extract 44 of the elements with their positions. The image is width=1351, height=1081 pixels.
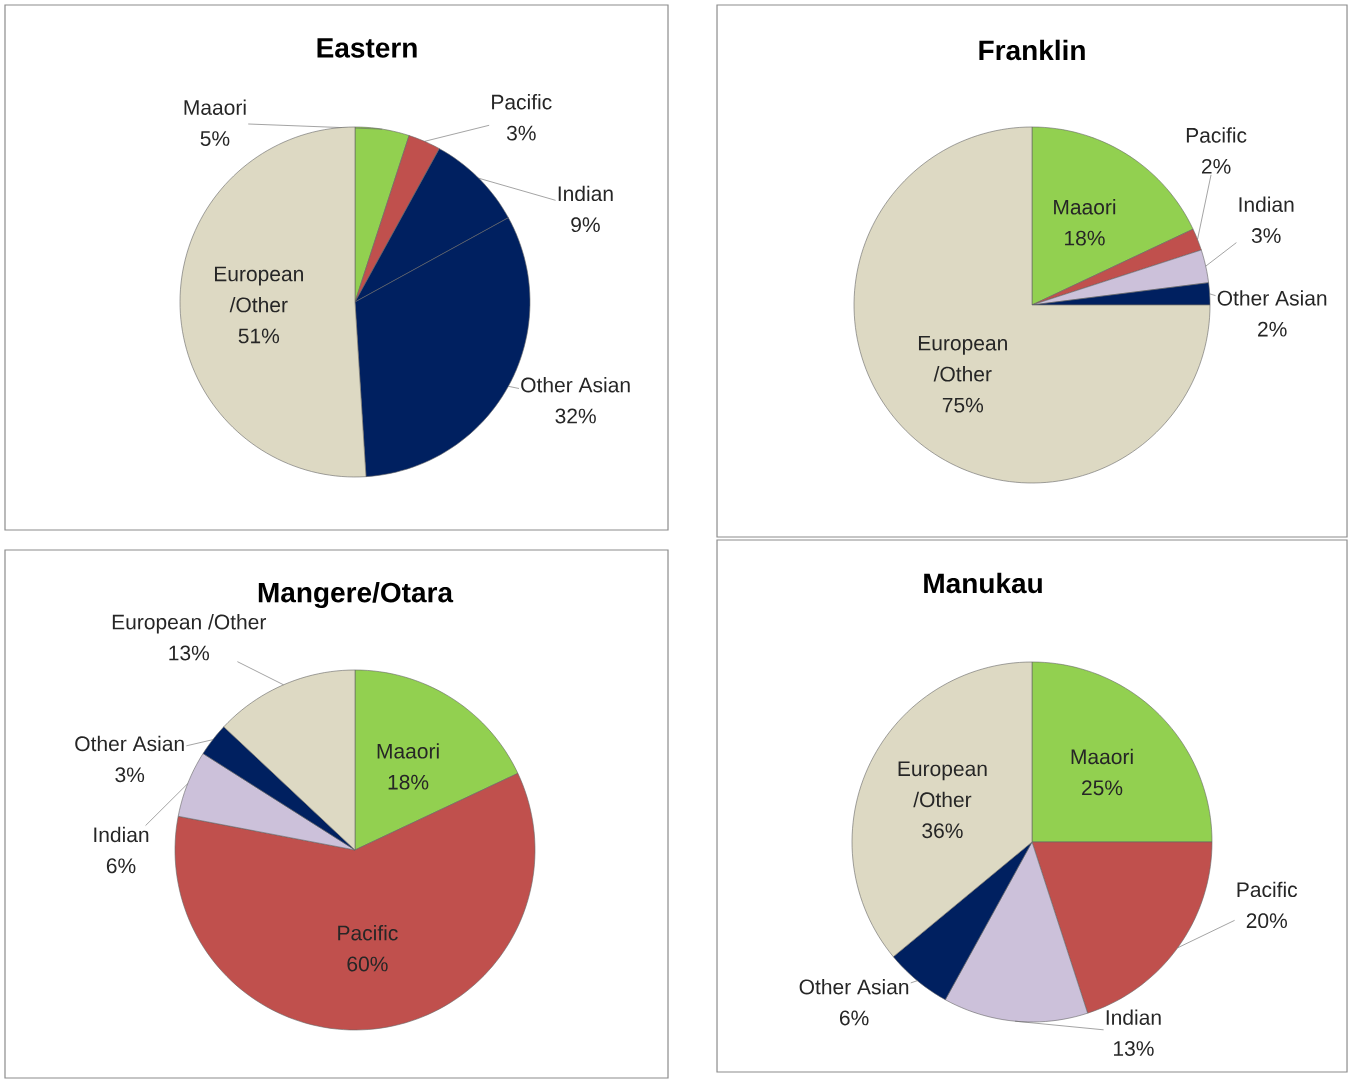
data-label: 18% [1065,230,1105,246]
data-label: 3% [1251,228,1281,243]
slice-label: Maaori [1071,748,1133,765]
data-label: 32% [555,408,596,424]
slice-label: European /Other [918,335,1007,382]
slice-label: Pacific [338,925,398,941]
data-label: 36% [922,823,963,839]
slice-label: Other Asian [1217,290,1327,306]
slice-label: Other Asian [799,978,909,995]
data-label: 13% [1114,1041,1154,1056]
slice-label: Pacific [1186,127,1247,143]
data-label: 75% [942,397,984,413]
chart-title: Manukau [924,572,1042,594]
data-label: 51% [238,328,280,344]
chart-title: Franklin [979,39,1085,61]
data-label: 2% [1258,321,1287,337]
slice-label: Maaori [377,743,439,759]
slice-label: European /Other [112,614,267,634]
data-label: 60% [347,956,388,972]
slice-label: Other Asian [75,735,184,752]
data-label: 6% [106,858,136,874]
data-label: 2% [1201,158,1231,174]
slice-label: European /Other [214,266,303,313]
data-label: 20% [1246,913,1287,929]
slice-label: Pacific [492,94,552,110]
slice-label: Indian [1239,196,1294,212]
slice-label: Other Asian [521,377,630,393]
slice-label: Maaori [1054,199,1116,215]
data-label: 18% [388,774,429,790]
data-label: 3% [115,767,145,783]
slice-label: Indian [1106,1009,1161,1025]
data-label: 9% [571,217,600,233]
slice-label: European /Other [898,761,987,808]
slice-label: Maaori [184,99,246,115]
data-label: 25% [1082,780,1123,796]
data-label: 5% [200,131,230,146]
data-label: 13% [169,645,210,661]
slice-label: Indian [558,185,613,202]
slice-label: Indian [94,826,149,843]
chart-title: Mangere/Otara [258,581,454,609]
data-label: 6% [839,1010,869,1026]
slice-label: Pacific [1237,881,1298,898]
chart-title: Eastern [317,38,417,58]
data-label: 3% [506,125,536,141]
